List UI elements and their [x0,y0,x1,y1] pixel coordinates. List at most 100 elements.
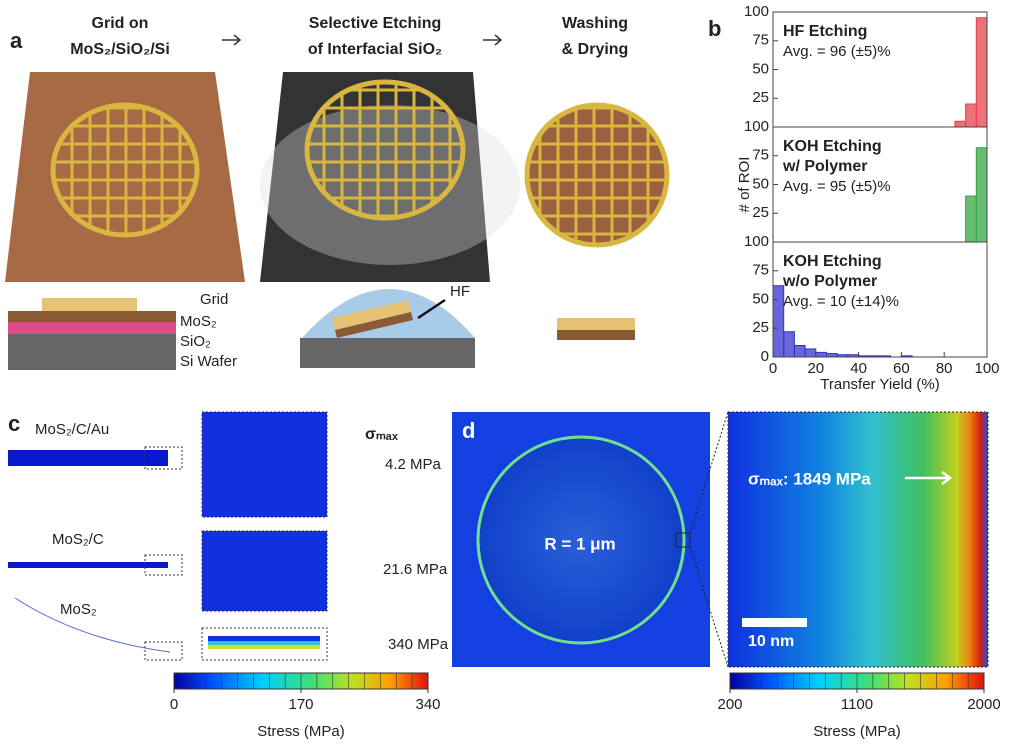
arrow [483,34,503,46]
x-tick-label: 60 [893,360,910,377]
layer-grid [42,298,137,311]
panel-letter: d [462,418,475,443]
colorbar-tick-label: 170 [288,696,313,713]
y-tick-label: 75 [752,262,769,279]
colorbar-tick-label: 1100 [841,696,873,713]
layer-mos2 [557,330,635,340]
arrow [417,298,446,320]
disk [476,435,686,645]
series-title: HF Etching [783,23,867,40]
beam [14,597,171,653]
colorbar-tick-label: 200 [717,696,742,713]
y-tick-label: 25 [752,89,769,106]
layer-label: Grid [200,291,228,308]
bar [804,348,817,358]
layer-grid [332,300,411,330]
zoom-view [201,411,328,518]
layer-grid [557,318,635,330]
layer-mos2 [335,312,413,338]
bar [954,120,967,128]
colorbar-tick-label: 340 [415,696,440,713]
x-tick-label: 20 [807,360,824,377]
panel-c: c MoS₂/C/Au MoS₂/C MoS₂ σₘₐₓ 4.2 MPa 21.… [8,411,449,740]
annotation: Avg. = 95 (±5)% [783,178,891,195]
beam [8,450,168,466]
series-title: KOH Etching [783,253,882,270]
grid [304,79,466,221]
panel-letter: a [10,28,23,53]
y-tick-label: 75 [752,147,769,164]
bar [965,103,977,128]
panel-letter: b [708,16,721,41]
annotation: Avg. = 10 (±14)% [783,293,899,310]
step-title: of Interfacial SiO₂ [308,41,442,58]
arrow [905,471,953,485]
scale-label: 10 nm [748,633,794,650]
arrow [222,34,242,46]
beam [8,562,168,568]
row-label: MoS₂ [60,601,97,618]
grid [524,102,670,248]
panel-d: d R = 1 μm σₘₐₓ: 1849 MPa 10 nm Stress (… [452,411,989,740]
bar [815,351,827,358]
layer-label: Si Wafer [180,353,237,370]
zoom-box [144,641,183,661]
y-tick-label: 100 [744,233,769,250]
etchant-label: HF [450,283,470,300]
stress-band [208,636,320,641]
bar [826,353,838,358]
y-axis-label: # of ROI [736,157,753,213]
max-label: σₘₐₓ: 1849 MPa [748,469,871,488]
grid [50,102,200,238]
series-title: w/ Polymer [782,158,867,175]
row-label: MoS₂/C [52,531,104,548]
stress-value: 4.2 MPa [385,456,442,473]
series-title: KOH Etching [783,138,882,155]
bar [783,331,795,358]
colorbar-label: Stress (MPa) [813,723,901,740]
step-title: & Drying [562,41,629,58]
y-tick-label: 100 [744,118,769,135]
bar [965,195,977,243]
bar [975,147,988,243]
x-axis-label: Transfer Yield (%) [820,376,939,393]
y-tick-label: 100 [744,3,769,20]
layer-si [8,334,176,370]
x-tick-label: 0 [769,360,777,377]
panel-a: a Grid on MoS₂/SiO₂/Si Selective Etching… [5,15,670,370]
step-title: Washing [562,15,628,32]
colorbar-label: Stress (MPa) [257,723,345,740]
layer-label: MoS₂ [180,313,217,330]
series-title: w/o Polymer [782,273,877,290]
radius-label: R = 1 μm [544,534,615,553]
colorbar-tick-label: 0 [170,696,178,713]
zoom-line [689,411,729,668]
stress-value: 21.6 MPa [383,561,448,578]
column-header: σₘₐₓ [365,426,398,443]
stress-value: 340 MPa [388,636,449,653]
stress-band [208,645,320,649]
colorbar-tick-label: 2000 [967,696,1000,713]
x-tick-label: 40 [850,360,867,377]
y-tick-label: 50 [752,60,769,77]
zoom-box [144,554,183,576]
layer-sio2 [8,322,176,334]
bar [793,345,806,358]
y-tick-label: 75 [752,32,769,49]
zoom-box [675,532,691,548]
panel-b: b 25 50 75 100 HF Etching Avg. = 96 (±5)% 25 50… [708,3,1000,393]
x-tick-label: 100 [974,360,999,377]
y-tick-label: 0 [761,348,769,365]
layer-label: SiO₂ [180,333,211,350]
layer-si [300,338,475,368]
zoom-box [144,446,183,470]
row-label: MoS₂/C/Au [35,421,109,438]
y-tick-label: 25 [752,204,769,221]
scale-bar [742,618,807,627]
zoom-view [727,411,989,668]
x-tick-label: 80 [936,360,953,377]
zoom-view [201,530,328,612]
step-title: Selective Etching [309,15,442,32]
panel-letter: c [8,411,20,436]
